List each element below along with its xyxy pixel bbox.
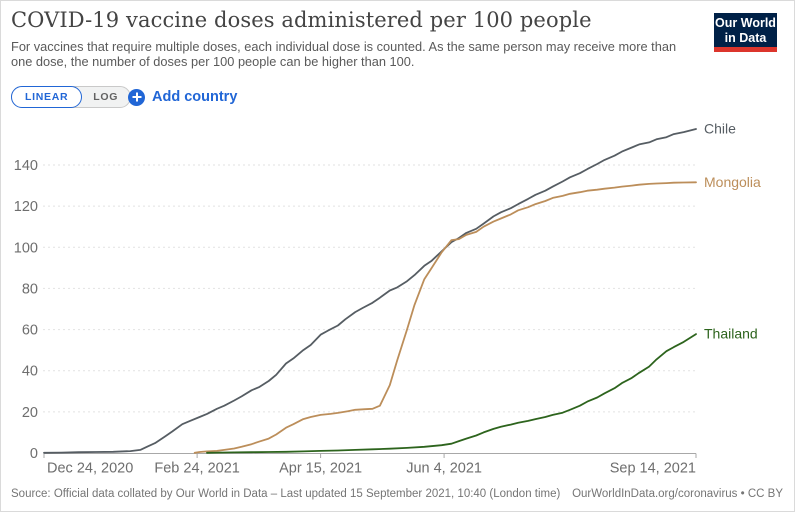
owid-logo-line-2: in Data (724, 30, 767, 45)
y-tick-label-100: 100 (14, 240, 38, 256)
y-tick-label-60: 60 (22, 323, 38, 339)
subtitle-line-2: one dose, the number of doses per 100 pe… (11, 53, 415, 69)
plus-icon (128, 88, 145, 106)
log-toggle-button[interactable]: LOG (93, 91, 119, 103)
y-tick-label-40: 40 (22, 364, 38, 380)
subtitle-line-1: For vaccines that require multiple doses… (11, 39, 677, 54)
scale-toggle: LINEAR LOG (11, 86, 132, 108)
y-tick-label-120: 120 (14, 199, 38, 215)
series-label-mongolia[interactable]: Mongolia (704, 174, 761, 190)
page-title: COVID-19 vaccine doses administered per … (11, 8, 592, 32)
series-label-chile[interactable]: Chile (704, 121, 736, 137)
add-country-button[interactable]: Add country (128, 86, 237, 108)
series-line-thailand (206, 333, 697, 454)
x-tick-label-1: Feb 24, 2021 (154, 461, 239, 477)
scale-controls: LINEAR LOG (11, 86, 132, 108)
series-line-chile (43, 128, 697, 454)
chart-subtitle: For vaccines that require multiple doses… (11, 39, 677, 69)
source-note: Source: Official data collated by Our Wo… (11, 488, 561, 500)
x-tick-label-0: Dec 24, 2020 (47, 461, 133, 477)
series-line-mongolia (193, 181, 697, 454)
series-label-thailand[interactable]: Thailand (704, 326, 758, 342)
attribution-note: OurWorldInData.org/coronavirus • CC BY (572, 488, 783, 500)
y-tick-label-20: 20 (22, 405, 38, 421)
x-tick-label-4: Sep 14, 2021 (610, 461, 696, 477)
owid-logo[interactable]: Our World in Data (714, 13, 777, 52)
y-tick-label-80: 80 (22, 281, 38, 297)
x-tick-label-2: Apr 15, 2021 (279, 461, 362, 477)
y-tick-label-140: 140 (14, 158, 38, 174)
add-country-label: Add country (152, 89, 238, 105)
linear-toggle-button[interactable]: LINEAR (11, 86, 83, 108)
owid-logo-line-1: Our World (715, 16, 776, 30)
y-tick-label-0: 0 (30, 446, 38, 462)
x-tick-label-3: Jun 4, 2021 (406, 461, 482, 477)
